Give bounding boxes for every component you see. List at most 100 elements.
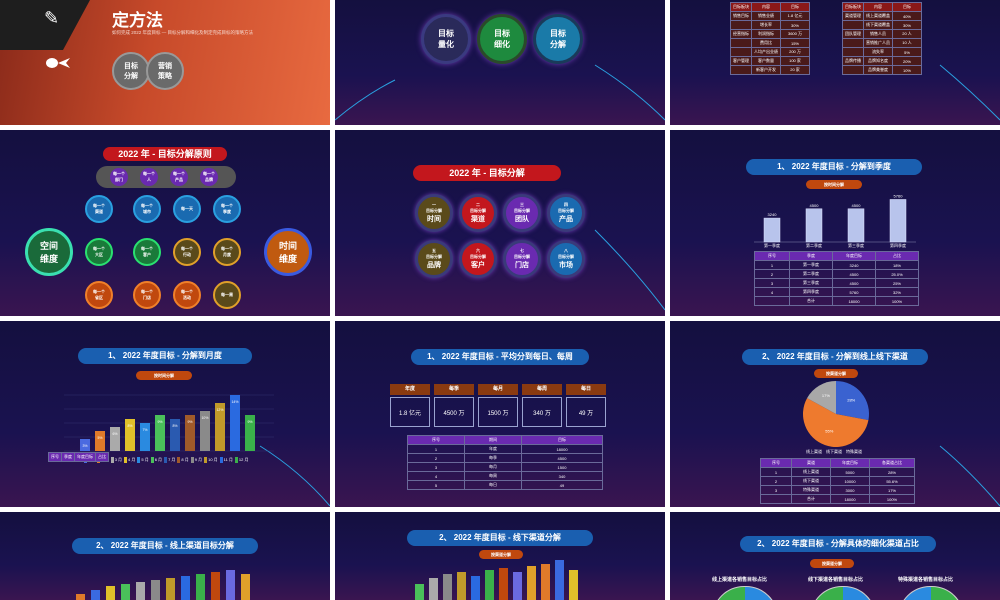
- table-header: 内容: [863, 2, 893, 12]
- preview-bar: [106, 586, 115, 600]
- slide-decor-lines: [939, 445, 1000, 507]
- grid-node: 每一个 季度: [213, 195, 241, 223]
- item-caption: 目标分解: [514, 208, 530, 213]
- chart-label: 特殊渠道各销售目标占比: [898, 577, 954, 583]
- table-cell: 增长率: [751, 20, 781, 30]
- item-label: 产品: [559, 216, 573, 223]
- table-cell: 25%: [875, 278, 919, 288]
- table-cell: 5000: [830, 467, 870, 477]
- slide-decor-lines: [939, 64, 1000, 121]
- table-cell: 10 人: [892, 38, 922, 48]
- slide-thumb-10[interactable]: 2、 2022 年度目标 - 线上渠道目标分解: [0, 512, 330, 600]
- period-header: 每日: [566, 384, 606, 395]
- table-header: 年度目标: [74, 452, 96, 462]
- legend-item: 4 月: [124, 457, 135, 463]
- bar: [200, 411, 210, 451]
- bar-value-label: 9%: [247, 420, 252, 424]
- decompose-item: 二目标分解 渠道: [459, 194, 497, 232]
- bar: [889, 199, 907, 243]
- table-cell: 30%: [780, 20, 810, 30]
- slide-thumb-3[interactable]: 目标板块 内容 目标 销售目标 销售业绩 1.8 亿元 增长率 30% 经营指标 利润指…: [670, 0, 1000, 125]
- table-cell: 4: [407, 471, 465, 481]
- slide-thumb-6[interactable]: 1、 2022 年度目标 - 分解到季度 按时间分解 3240 第一季度 4500 第…: [670, 130, 1000, 316]
- slide-thumb-1[interactable]: ✎ 定方法 如何完成 2022 年度目标 — 目标分解和细化及制定完成目标的策略…: [0, 0, 330, 125]
- bar-value-label: 7%: [142, 428, 147, 432]
- table-header: 目标板块: [730, 2, 752, 12]
- item-number: 六: [476, 248, 480, 253]
- preview-bar: [196, 574, 205, 600]
- table-cell: 30%: [892, 20, 922, 30]
- item-label: 团队: [515, 216, 529, 223]
- table-cell: 100%: [869, 494, 915, 504]
- bar-value-label: 5760: [894, 193, 904, 198]
- dimension-node: 每一个 人: [140, 168, 158, 186]
- table-cell: 18000: [521, 444, 603, 454]
- grid-node: 每一个 月度: [213, 238, 241, 266]
- table-cell: [730, 47, 752, 57]
- grid-node: 每一个 城市: [133, 195, 161, 223]
- slide-subtitle: 如何完成 2022 年度目标 — 目标分解和细化及制定完成目标的策略方法: [112, 30, 254, 35]
- table-cell: 5: [407, 480, 465, 490]
- target-decompose-button[interactable]: 目标 分解: [112, 52, 150, 90]
- decompose-item: 五目标分解 品牌: [415, 240, 453, 278]
- table-cell: 利润指标: [751, 29, 781, 39]
- preview-bar: [226, 570, 235, 600]
- table-header: 目标: [780, 2, 810, 12]
- table-cell: 10000: [830, 476, 870, 486]
- preview-bar: [181, 576, 190, 600]
- slide-decor-lines: [594, 229, 665, 311]
- period-value: 4500 万: [434, 397, 474, 427]
- bar-value-label: 5%: [97, 436, 102, 440]
- table-cell: 49: [521, 480, 603, 490]
- preview-bar: [136, 582, 145, 600]
- grid-node: 每一个 大区: [85, 238, 113, 266]
- bar-value-label: 3240: [768, 212, 778, 217]
- quarter-bar-chart: 3240 第一季度 4500 第二季度 4500 第三季度 5760 第四季度: [754, 193, 916, 248]
- item-number: 八: [564, 248, 568, 253]
- preview-bar: [76, 594, 85, 600]
- table-cell: [730, 65, 752, 75]
- slide-decor-lines: [335, 64, 665, 121]
- preview-bar: [499, 568, 508, 600]
- slide-thumb-8[interactable]: 1、 2022 年度目标 - 平均分到每日、每周 年度 1.8 亿元 每季 4500 …: [335, 321, 665, 507]
- pie-slice: [803, 398, 869, 447]
- slide-thumb-9[interactable]: 2、 2022 年度目标 - 分解到线上线下渠道 按渠道分解 28% 55% 17%…: [670, 321, 1000, 507]
- slide-thumb-7[interactable]: 1、 2022 年度目标 - 分解到月度 按时间分解 3% 5% 6% 8% 7% 9% 8…: [0, 321, 330, 507]
- table-cell: 3: [754, 278, 790, 288]
- slide-thumb-2[interactable]: 目标 量化 目标 细化 目标 分解: [335, 0, 665, 125]
- slide-thumb-5[interactable]: 2022 年 - 目标分解 一目标分解 时间二目标分解 渠道三目标分解 团队四目标分解…: [335, 130, 665, 316]
- marketing-strategy-button[interactable]: 营销 策略: [146, 52, 184, 90]
- legend-item: 10 月: [204, 457, 218, 463]
- table-cell: 年度: [464, 444, 522, 454]
- table-cell: 每周: [464, 471, 522, 481]
- quarter-table: 序号 季度 年度目标 占比 1 第一季度 3240 18% 2 第二季度 4500 25.0…: [754, 251, 919, 306]
- table-cell: 1: [407, 444, 465, 454]
- preview-bar: [555, 560, 564, 600]
- table-cell: 客户数量: [751, 56, 781, 66]
- dimension-node: 每一个 部门: [110, 168, 128, 186]
- table-header: 季度: [789, 251, 833, 261]
- table-header: 年度目标: [832, 251, 876, 261]
- slide-thumb-4[interactable]: 2022 年 - 目标分解原则 每一个 部门 每一个 人 每一个 产品 每一个 …: [0, 130, 330, 316]
- preview-bar: [166, 578, 175, 600]
- table-cell: [730, 20, 752, 30]
- period-value: 1.8 亿元: [390, 397, 430, 427]
- table-cell: 销售目标: [730, 11, 752, 21]
- table-header: 季度: [61, 452, 75, 462]
- table-cell: 客户管理: [730, 56, 752, 66]
- table-header: 渠道: [791, 458, 831, 468]
- table-header: 目标: [892, 2, 922, 12]
- slide-thumb-12[interactable]: 2、 2022 年度目标 - 分解具体的细化渠道占比 按渠道分解 线上渠道各销售…: [670, 512, 1000, 600]
- bar: [230, 395, 240, 451]
- decompose-item: 八目标分解 市场: [547, 240, 585, 278]
- table-cell: 线上渠道: [791, 467, 831, 477]
- slide-title: 2、 2022 年度目标 - 线上渠道目标分解: [72, 538, 258, 554]
- slide-thumb-11[interactable]: 2、 2022 年度目标 - 线下渠道分解 按渠道分解: [335, 512, 665, 600]
- legend-item: 特殊渠道: [846, 449, 862, 454]
- table-cell: 18%: [875, 260, 919, 270]
- bar-value-label: 4500: [810, 203, 820, 208]
- chart-label: 线上渠道各销售目标占比: [712, 577, 768, 583]
- preview-bar: [457, 572, 466, 600]
- slide-title: 2、 2022 年度目标 - 分解到线上线下渠道: [742, 349, 928, 365]
